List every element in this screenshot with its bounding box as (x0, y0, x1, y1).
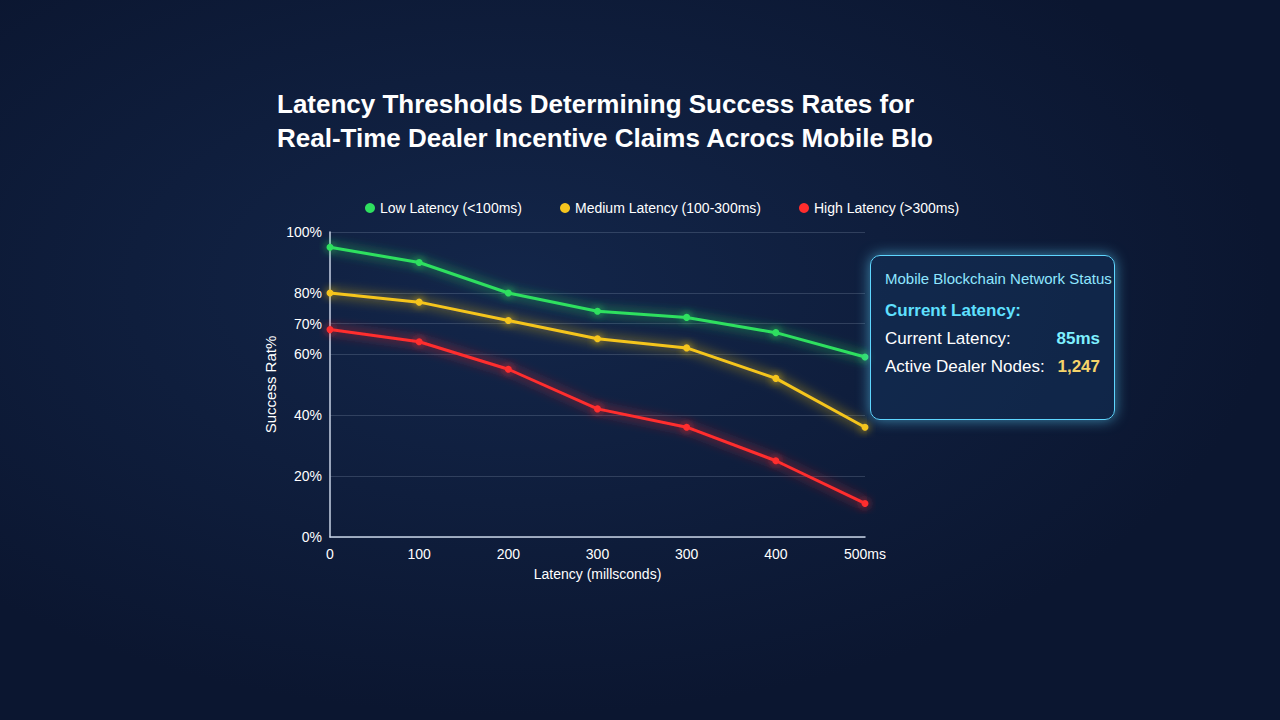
html-text:1,247: 1,247 (1057, 357, 1100, 376)
html-text:Current Latency:: Current Latency: (885, 301, 1021, 320)
svg-text:60%: 60% (294, 346, 322, 362)
svg-text:80%: 80% (294, 285, 322, 301)
svg-text:70%: 70% (294, 316, 322, 332)
svg-text:20%: 20% (294, 468, 322, 484)
html-text:Mobile Blockchain Network Stat: Mobile Blockchain Network Status (885, 270, 1112, 287)
svg-text:300: 300 (586, 546, 610, 562)
svg-text:400: 400 (764, 546, 788, 562)
svg-text:100: 100 (407, 546, 431, 562)
svg-text:300: 300 (675, 546, 699, 562)
svg-text:500ms: 500ms (844, 546, 886, 562)
svg-text:High Latency (>300ms): High Latency (>300ms) (814, 200, 959, 216)
svg-text:Low Latency (<100ms): Low Latency (<100ms) (380, 200, 522, 216)
svg-text:Latency Thresholds Determining: Latency Thresholds Determining Success R… (277, 89, 914, 119)
svg-text:Latency (millsconds): Latency (millsconds) (534, 566, 662, 582)
svg-text:200: 200 (497, 546, 521, 562)
html-text:Active Dealer Nodes:: Active Dealer Nodes: (885, 357, 1045, 376)
svg-text:Real-Time Dealer Incentive Cla: Real-Time Dealer Incentive Claims Acrocs… (277, 123, 933, 153)
html-text:Current Latency:: Current Latency: (885, 329, 1011, 348)
svg-text:0%: 0% (302, 529, 322, 545)
svg-text:Medium Latency (100-300ms): Medium Latency (100-300ms) (575, 200, 761, 216)
svg-text:0: 0 (326, 546, 334, 562)
html-text:85ms: 85ms (1056, 329, 1100, 348)
svg-text:Success Rat%: Success Rat% (262, 336, 279, 434)
svg-text:100%: 100% (286, 224, 322, 240)
svg-text:40%: 40% (294, 407, 322, 423)
